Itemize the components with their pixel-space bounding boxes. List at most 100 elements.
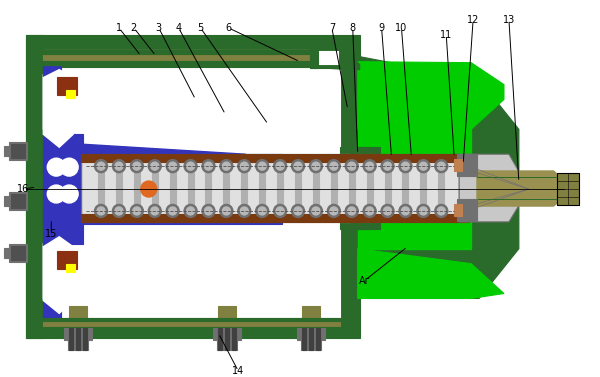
Circle shape [276,207,284,215]
Bar [81,214,469,222]
Circle shape [294,207,302,215]
Circle shape [47,185,65,203]
Bar [421,185,427,211]
Text: 9: 9 [379,23,385,33]
Bar [98,185,104,211]
Circle shape [292,204,304,218]
Bar [43,65,61,318]
Bar [385,166,391,192]
Circle shape [220,160,233,173]
Circle shape [292,160,304,173]
Circle shape [115,162,123,170]
Text: 15: 15 [45,229,58,239]
Bar [11,246,25,260]
Circle shape [148,160,161,173]
Circle shape [312,162,320,170]
Circle shape [381,160,394,173]
Bar [57,77,77,95]
Circle shape [345,160,358,173]
Circle shape [383,162,392,170]
Circle shape [166,160,179,173]
Bar [81,154,459,222]
Bar [69,307,87,321]
Bar [232,328,236,350]
Circle shape [328,204,340,218]
Circle shape [399,160,412,173]
Text: 4: 4 [176,23,182,33]
Circle shape [330,162,338,170]
Bar [26,35,44,338]
Bar [454,204,462,216]
Bar [457,199,477,221]
Bar [43,327,340,330]
Bar [170,166,176,192]
Polygon shape [317,55,359,70]
Text: 14: 14 [232,366,244,376]
Bar [43,50,340,318]
Bar [66,264,75,271]
Circle shape [184,160,197,173]
Circle shape [437,162,445,170]
Circle shape [365,207,374,215]
Polygon shape [477,171,574,206]
Bar [69,328,73,350]
Circle shape [399,204,412,218]
Circle shape [169,207,176,215]
Circle shape [112,160,125,173]
Circle shape [348,162,356,170]
Circle shape [184,204,197,218]
Bar [223,185,229,211]
Circle shape [47,158,65,176]
Bar [217,340,238,350]
Circle shape [133,207,141,215]
Circle shape [169,162,176,170]
Bar [61,134,83,244]
Bar [310,47,318,67]
Bar [10,142,28,160]
Bar [57,251,77,269]
Bar [26,35,359,338]
Polygon shape [350,55,519,299]
Polygon shape [43,70,73,147]
Bar [331,185,337,211]
Circle shape [258,207,266,215]
Circle shape [223,207,230,215]
Bar [11,194,25,208]
Circle shape [187,207,194,215]
Text: 5: 5 [197,23,203,33]
Text: 10: 10 [395,23,407,33]
Circle shape [363,160,376,173]
Bar [309,328,313,350]
Circle shape [419,162,427,170]
Bar [81,154,469,162]
Text: 1: 1 [116,23,122,33]
Bar [116,185,122,211]
Polygon shape [358,129,471,249]
Bar [43,204,282,224]
Circle shape [241,207,248,215]
Bar [295,185,301,211]
Polygon shape [350,147,380,229]
Bar [241,185,247,211]
Bar [310,47,345,67]
Bar [403,166,409,192]
Bar [340,154,359,222]
Bar [277,185,283,211]
Circle shape [258,162,266,170]
Text: 11: 11 [440,30,452,40]
Circle shape [419,207,427,215]
Bar [313,185,319,211]
Bar [316,51,338,64]
Circle shape [151,162,159,170]
Circle shape [223,162,230,170]
Circle shape [365,162,374,170]
Bar [205,185,211,211]
Bar [205,166,211,192]
Circle shape [95,160,107,173]
Bar [188,166,194,192]
Text: 3: 3 [155,23,162,33]
Bar [367,166,373,192]
Circle shape [348,207,356,215]
Circle shape [383,207,392,215]
Circle shape [417,160,430,173]
